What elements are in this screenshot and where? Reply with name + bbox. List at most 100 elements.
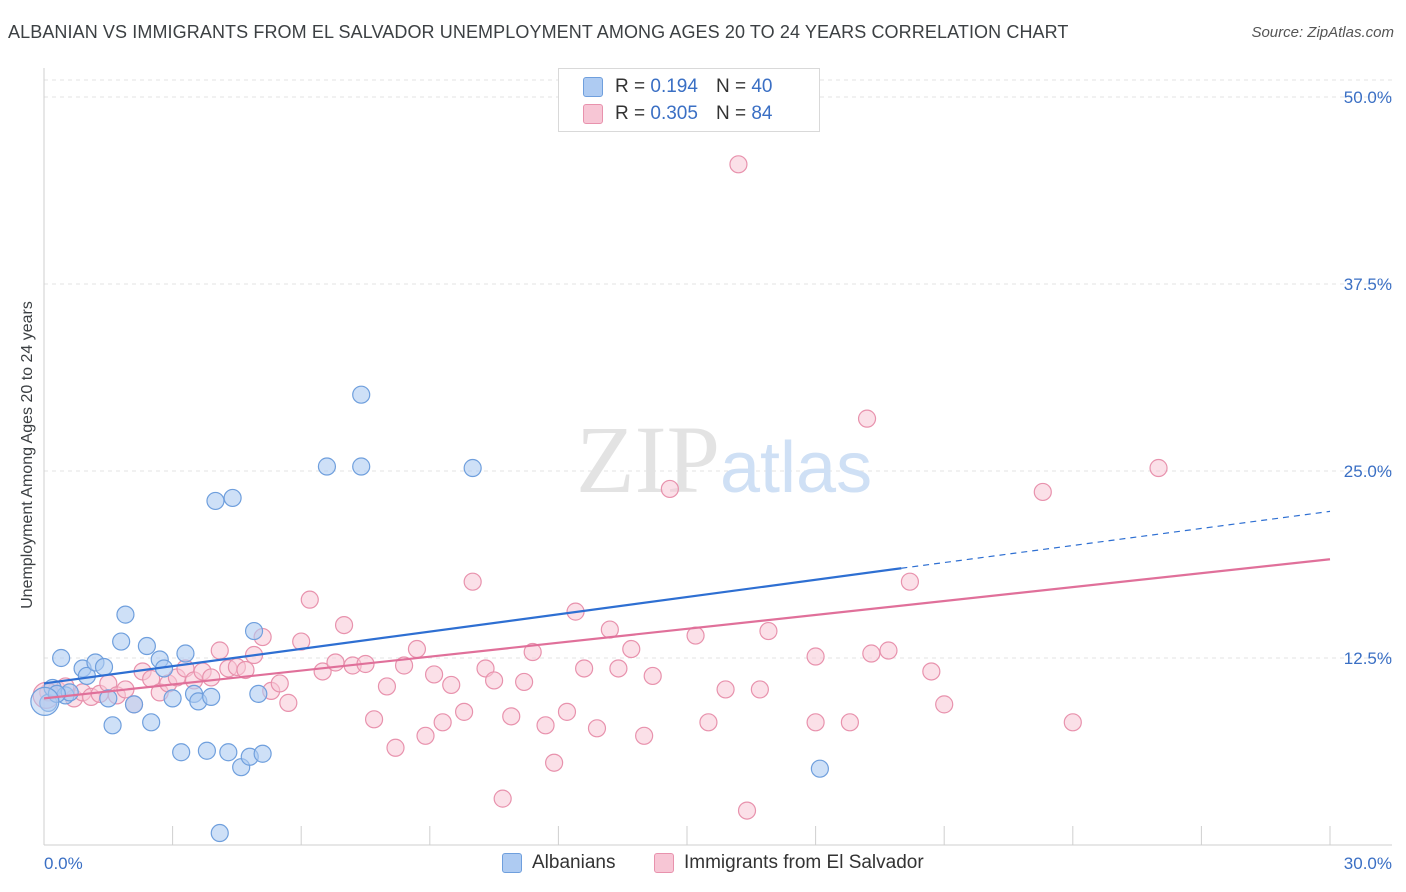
trend-lines — [43, 510, 1331, 700]
elsalvador-point — [202, 668, 221, 687]
n-value-elsalvador: 84 — [751, 103, 773, 124]
elsalvador-point — [1149, 458, 1168, 478]
elsalvador-point — [737, 801, 757, 820]
elsalvador-point — [575, 659, 594, 678]
elsalvador-point — [635, 726, 654, 745]
elsalvador-point — [377, 677, 397, 696]
r-label: R = — [615, 76, 646, 97]
elsalvador-point — [270, 674, 289, 693]
albanians-point — [202, 687, 221, 706]
y-tick-label: 50.0% — [1344, 88, 1392, 107]
elsalvador-point — [806, 713, 825, 732]
albanians-point — [253, 744, 272, 763]
albanians-swatch — [583, 77, 603, 97]
elsalvador-trend-line — [43, 558, 1331, 700]
elsalvador-point — [660, 479, 679, 499]
albanians-point — [172, 743, 191, 762]
albanians-point — [210, 823, 229, 843]
legend-row-elsalvador: R = 0.305 N = 84 — [583, 102, 772, 126]
elsalvador-legend-label: Immigrants from El Salvador — [684, 852, 924, 873]
elsalvador-point — [394, 656, 414, 675]
elsalvador-point — [935, 695, 954, 714]
watermark-zip: ZIP — [576, 406, 720, 513]
elsalvador-point — [557, 702, 577, 721]
elsalvador-point — [279, 693, 298, 712]
chart-title: ALBANIAN VS IMMIGRANTS FROM EL SALVADOR … — [8, 22, 1069, 42]
stats-legend: R = 0.194 N = 40 R = 0.305 N = 84 — [558, 68, 820, 132]
albanians-point — [94, 657, 114, 677]
x-tick-label-min: 0.0% — [44, 854, 83, 873]
albanians-point — [810, 759, 829, 778]
elsalvador-point — [750, 680, 769, 699]
elsalvador-point — [609, 659, 628, 678]
elsalvador-point — [857, 409, 877, 428]
elsalvador-point — [502, 707, 521, 726]
legend-row-albanians: R = 0.194 N = 40 — [583, 75, 772, 99]
x-tick-label-max: 30.0% — [1344, 854, 1392, 873]
elsalvador-point — [862, 644, 881, 663]
albanians-point — [352, 385, 371, 404]
elsalvador-point — [716, 680, 735, 699]
elsalvador-point — [545, 753, 564, 772]
elsalvador-point — [536, 716, 555, 735]
n-value-albanians: 40 — [751, 76, 773, 97]
albanians-point — [206, 491, 225, 511]
elsalvador-point — [442, 675, 461, 695]
y-tick-label: 12.5% — [1344, 649, 1392, 668]
elsalvador-point — [407, 639, 427, 659]
albanians-point — [223, 488, 242, 508]
elsalvador-point — [493, 789, 512, 808]
albanians-legend-label: Albanians — [532, 852, 616, 873]
albanians-point — [137, 636, 156, 656]
albanians-point — [103, 716, 122, 735]
source-label: Source: ZipAtlas.com — [1251, 24, 1394, 41]
albanians-point — [317, 457, 337, 476]
elsalvador-point — [1033, 482, 1052, 502]
elsalvador-point — [210, 641, 229, 660]
albanians-point — [219, 743, 238, 762]
elsalvador-point — [300, 590, 319, 609]
legend-item-elsalvador[interactable]: Immigrants from El Salvador — [654, 852, 924, 874]
y-tick-label: 37.5% — [1344, 275, 1392, 294]
elsalvador-point — [759, 621, 778, 641]
albanians-point — [112, 632, 131, 651]
elsalvador-point — [236, 660, 255, 680]
albanians-point — [197, 741, 216, 760]
albanians-point — [30, 686, 60, 716]
elsalvador-point — [433, 713, 452, 732]
elsalvador-point — [643, 666, 662, 686]
elsalvador-point — [699, 713, 718, 732]
n-label: N = — [715, 103, 747, 124]
elsalvador-point — [364, 710, 384, 729]
elsalvador-point — [416, 726, 435, 745]
albanians-point — [249, 684, 268, 704]
albanians-point — [142, 713, 161, 732]
r-value-albanians: 0.194 — [650, 76, 698, 97]
elsalvador-point — [454, 702, 474, 721]
elsalvador-point — [622, 639, 641, 659]
elsalvador-point — [729, 155, 748, 174]
elsalvador-point — [523, 642, 542, 662]
albanians-point — [124, 695, 144, 714]
n-label: N = — [715, 76, 747, 97]
y-tick-label: 25.0% — [1344, 462, 1392, 481]
elsalvador-point — [485, 671, 504, 690]
albanians-trend-extension — [901, 510, 1331, 569]
elsalvador-point — [334, 615, 354, 635]
elsalvador-point — [424, 665, 444, 684]
albanians-point — [99, 689, 118, 708]
elsalvador-swatch — [583, 104, 603, 124]
albanians-point — [463, 458, 482, 478]
elsalvador-point — [386, 738, 405, 757]
elsalvador-point — [922, 662, 941, 681]
albanians-point — [163, 689, 182, 708]
r-value-elsalvador: 0.305 — [650, 103, 698, 124]
legend-item-albanians[interactable]: Albanians — [502, 852, 615, 874]
albanians-legend-swatch — [502, 853, 522, 873]
elsalvador-point — [840, 713, 859, 732]
tick-labels: 12.5% 25.0% 37.5% 50.0% 0.0% 30.0% — [44, 88, 1392, 873]
albanians-point — [244, 621, 264, 641]
elsalvador-point — [515, 672, 534, 692]
elsalvador-point — [806, 647, 825, 666]
